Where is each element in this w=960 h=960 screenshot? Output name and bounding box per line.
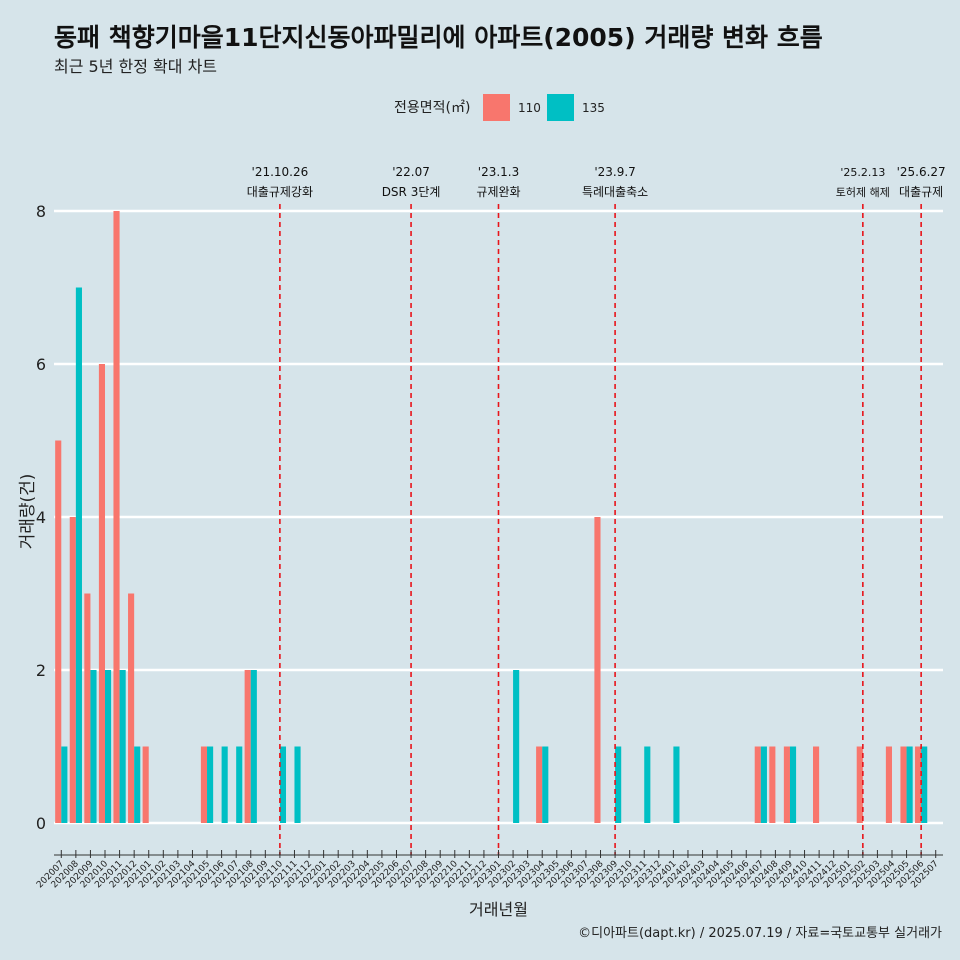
annotation-label: DSR 3단계 — [382, 185, 441, 199]
bar-135-202105 — [207, 746, 214, 823]
chart-title: 동패 책향기마을11단지신동아파밀리에 아파트(2005) 거래량 변화 흐름 — [54, 23, 823, 52]
annotation-date: '25.6.27 — [897, 165, 946, 179]
bar-110-202105 — [200, 746, 208, 823]
bar-110-202007 — [55, 440, 62, 823]
annotation-label: 대출규제강화 — [247, 185, 313, 199]
bar-135-202008 — [75, 287, 82, 823]
bar-135-202311 — [644, 746, 651, 823]
bar-110-202505 — [900, 746, 907, 823]
bar-135-202110 — [279, 746, 287, 823]
legend-title: 전용면적(㎡) — [394, 100, 470, 116]
bar-135-202304 — [542, 746, 549, 823]
bar-135-202409 — [789, 746, 797, 823]
bar-135-202011 — [119, 670, 126, 823]
bar-135-202302 — [513, 670, 520, 823]
bar-110-202008 — [69, 517, 76, 823]
annotation-label: 대출규제 — [899, 185, 943, 199]
bar-110-202108 — [244, 670, 251, 823]
bar-135-202108 — [250, 670, 257, 823]
bar-135-202107 — [236, 746, 243, 823]
bar-135-202010 — [105, 670, 112, 823]
annotation-date: '25.2.13 — [840, 166, 885, 179]
y-tick-label: 0 — [36, 814, 46, 833]
legend-label-135: 135 — [582, 101, 605, 115]
bar-110-202504 — [885, 746, 892, 823]
legend-swatch-110 — [483, 94, 510, 121]
y-tick-label: 2 — [36, 661, 46, 680]
annotation-date: '23.1.3 — [478, 165, 519, 179]
legend-label-110: 110 — [518, 101, 541, 115]
bar-110-202308 — [594, 517, 601, 823]
chart-subtitle: 최근 5년 한정 확대 차트 — [54, 57, 218, 76]
bar-110-202502 — [856, 746, 863, 823]
bar-110-202407 — [754, 746, 761, 823]
y-tick-label: 6 — [36, 355, 46, 374]
legend: 전용면적(㎡) 110 135 — [394, 94, 605, 121]
bar-135-202401 — [673, 746, 680, 823]
y-tick-label: 4 — [36, 508, 46, 527]
bar-135-202506 — [921, 746, 928, 823]
bar-135-202012 — [134, 746, 141, 823]
bars — [55, 211, 928, 823]
bar-135-202505 — [906, 746, 913, 823]
bar-135-202111 — [294, 746, 301, 823]
annotation-date: '21.10.26 — [252, 165, 309, 179]
gridlines — [54, 209, 943, 825]
y-tick-label: 8 — [36, 202, 46, 221]
y-axis-label: 거래량(건) — [18, 474, 38, 550]
bar-135-202106 — [221, 746, 228, 823]
bar-110-202411 — [813, 746, 820, 823]
legend-swatch-135 — [547, 94, 574, 121]
annotation-date: '22.07 — [392, 165, 430, 179]
bar-110-202409 — [783, 746, 790, 823]
bar-135-202407 — [760, 746, 767, 823]
bar-110-202010 — [98, 364, 106, 823]
bar-110-202304 — [536, 746, 543, 823]
bar-110-202408 — [769, 746, 776, 823]
bar-110-202101 — [142, 746, 149, 823]
annotation-date: '23.9.7 — [594, 165, 635, 179]
source-caption: ©디아파트(dapt.kr) / 2025.07.19 / 자료=국토교통부 실… — [578, 926, 942, 941]
bar-110-202009 — [84, 593, 91, 823]
x-axis-label: 거래년월 — [469, 900, 528, 919]
annotations: '21.10.26 대출규제강화 '22.07 DSR 3단계 '23.1.3 규제완화 '… — [247, 165, 946, 855]
bar-135-202007 — [61, 746, 68, 823]
bar-110-202012 — [128, 593, 135, 823]
bar-110-202011 — [113, 211, 120, 823]
y-axis: 0 2 4 6 8 거래량(건) — [18, 202, 46, 833]
bar-110-202506 — [915, 746, 922, 823]
annotation-label: 토허제 해제 — [836, 185, 890, 199]
bar-135-202009 — [90, 670, 97, 823]
x-axis: 2020072020082020092020102020112020122021… — [35, 850, 943, 919]
annotation-label: 특례대출축소 — [582, 185, 648, 199]
bar-135-202309 — [615, 746, 622, 823]
annotation-label: 규제완화 — [476, 185, 520, 199]
